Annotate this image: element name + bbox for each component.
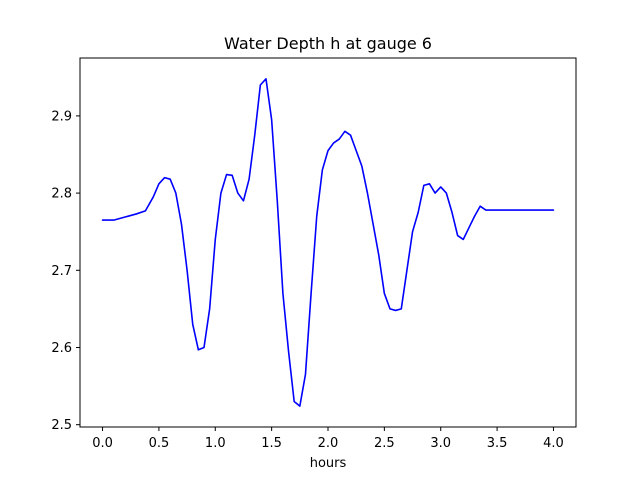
x-axis: 0.0 0.5 1.0 1.5 2.0 2.5 3.0 3.5 4.0 xyxy=(92,427,564,451)
x-tick-label: 4.0 xyxy=(543,436,564,451)
series-line-water-depth xyxy=(101,78,555,407)
x-tick-label: 3.0 xyxy=(430,436,451,451)
y-tick-label: 2.8 xyxy=(51,187,72,202)
chart-title: Water Depth h at gauge 6 xyxy=(224,34,432,53)
x-tick-label: 2.5 xyxy=(374,436,395,451)
x-tick-label: 3.5 xyxy=(487,436,508,451)
x-tick-label: 2.0 xyxy=(318,436,339,451)
x-axis-label: hours xyxy=(310,456,347,471)
y-axis: 2.5 2.6 2.7 2.8 2.9 xyxy=(51,109,80,433)
x-tick-label: 0.5 xyxy=(149,436,170,451)
y-tick-label: 2.6 xyxy=(51,341,72,356)
x-tick-label: 1.0 xyxy=(205,436,226,451)
x-tick-label: 0.0 xyxy=(92,436,113,451)
x-tick-label: 1.5 xyxy=(261,436,282,451)
y-tick-label: 2.5 xyxy=(51,418,72,433)
plot-area-frame xyxy=(79,57,577,428)
y-tick-label: 2.9 xyxy=(51,109,72,124)
y-tick-label: 2.7 xyxy=(51,264,72,279)
